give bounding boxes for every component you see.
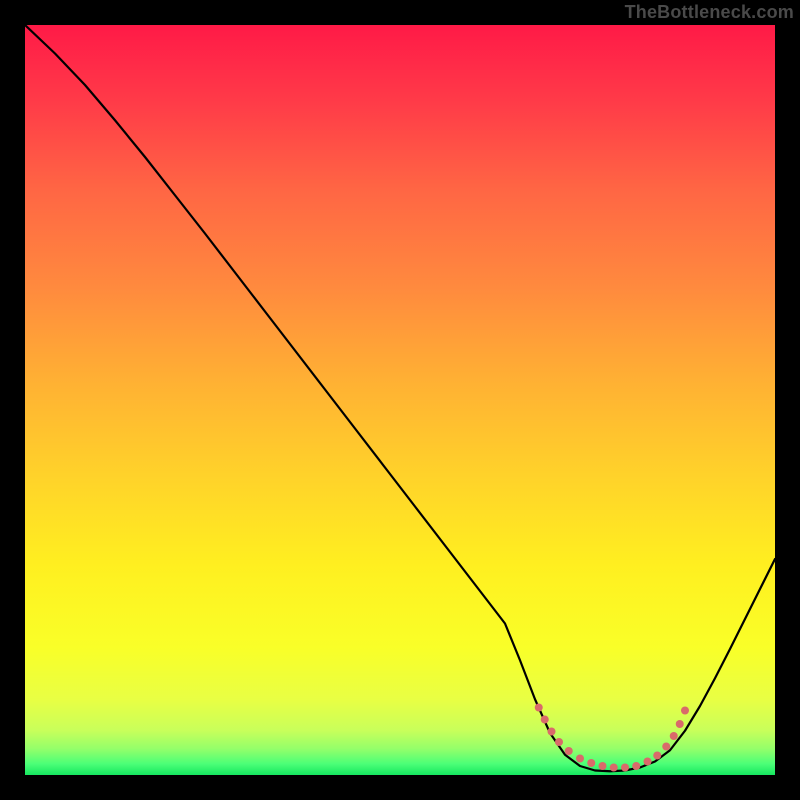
optimal-zone-dot <box>541 716 549 724</box>
bottleneck-curve <box>25 25 775 771</box>
plot-area <box>25 25 775 775</box>
optimal-zone-dot <box>599 762 607 770</box>
optimal-zone-dot <box>632 762 640 770</box>
watermark-text: TheBottleneck.com <box>625 2 794 23</box>
optimal-zone-dot <box>610 764 618 772</box>
optimal-zone-dot <box>653 752 661 760</box>
optimal-zone-dot <box>662 743 670 751</box>
optimal-zone-dot <box>644 758 652 766</box>
chart-container: { "watermark": "TheBottleneck.com", "lay… <box>0 0 800 800</box>
optimal-zone-dot <box>555 738 563 746</box>
optimal-zone-dot <box>576 755 584 763</box>
chart-svg <box>25 25 775 775</box>
optimal-zone-dot <box>621 764 629 772</box>
optimal-zone-dot <box>565 747 573 755</box>
optimal-zone-dot <box>670 732 678 740</box>
optimal-zone-dot <box>548 728 556 736</box>
optimal-zone-dot <box>676 720 684 728</box>
optimal-zone-dot <box>681 707 689 715</box>
optimal-zone-dot <box>587 759 595 767</box>
optimal-zone-dot <box>535 704 543 712</box>
